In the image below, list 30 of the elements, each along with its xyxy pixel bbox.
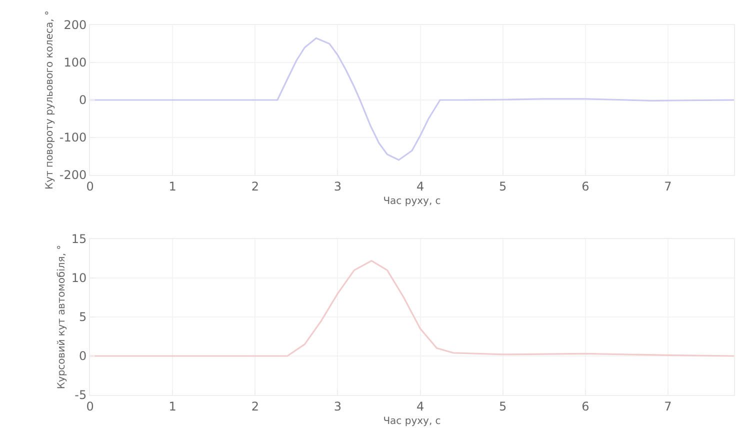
y-tick-label: 0 — [78, 93, 87, 108]
x-tick-label: 1 — [168, 399, 176, 414]
y-tick-label: -100 — [59, 130, 87, 145]
y-tick-label: -200 — [59, 168, 87, 182]
x-tick-label: 6 — [582, 179, 590, 194]
y-axis-title: Кут повороту рульового колеса, ° — [44, 10, 56, 190]
x-tick-label: 3 — [334, 399, 342, 414]
line-series — [90, 260, 734, 357]
x-tick-label: 2 — [251, 179, 259, 194]
y-tick-label: 200 — [64, 18, 87, 32]
x-tick-label: 5 — [499, 399, 507, 414]
y-tick-label: 0 — [78, 349, 87, 364]
x-tick-label: 7 — [664, 399, 672, 414]
y-tick-label: 10 — [71, 271, 87, 286]
x-tick-label: 2 — [251, 399, 259, 414]
x-tick-label: 6 — [582, 399, 590, 414]
y-axis-title: Курсовий кут автомобіля, ° — [56, 244, 68, 390]
x-tick-label: 7 — [664, 179, 672, 194]
y-tick-label: 15 — [71, 232, 87, 246]
y-tick-label: 5 — [78, 310, 87, 324]
x-tick-label: 4 — [416, 179, 424, 194]
x-tick-label: 1 — [168, 179, 176, 194]
y-tick-label: -5 — [74, 388, 87, 402]
x-tick-label: 3 — [334, 179, 342, 194]
line-series — [90, 37, 734, 161]
x-axis-title: Час руху, с — [383, 196, 441, 207]
x-tick-label: 5 — [499, 179, 507, 194]
x-tick-label: 4 — [416, 399, 424, 414]
y-tick-label: 100 — [64, 56, 87, 70]
x-axis-title: Час руху, с — [383, 416, 441, 427]
